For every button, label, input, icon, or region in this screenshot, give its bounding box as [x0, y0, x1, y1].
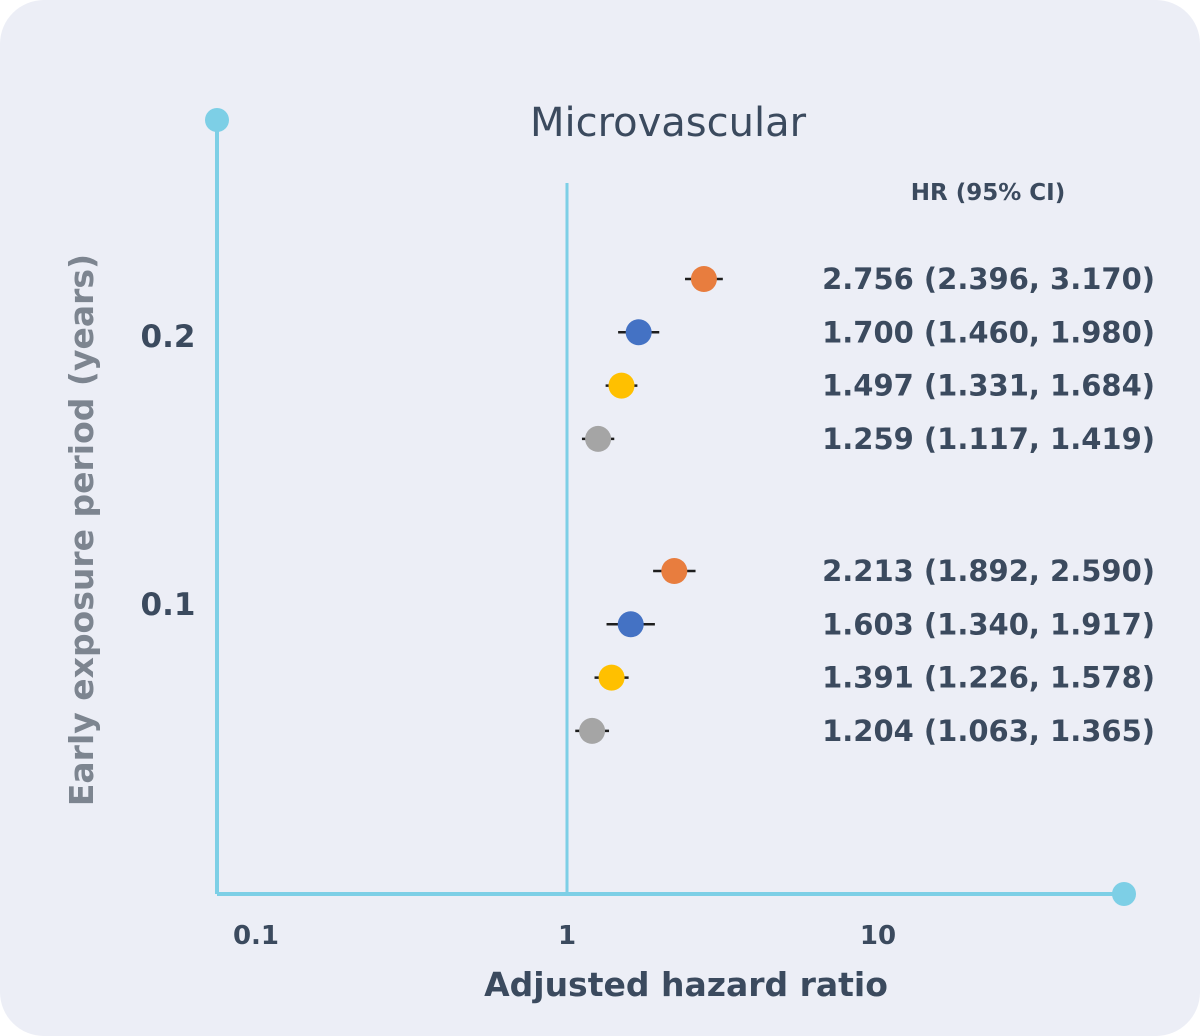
hr-point [598, 664, 625, 691]
hr-point [608, 372, 635, 399]
hr-point [585, 425, 612, 452]
hr-ci-label: 1.259 (1.117, 1.419) [822, 422, 1155, 456]
group-label: 0.2 [141, 319, 196, 355]
hr-ci-label: 1.700 (1.460, 1.980) [822, 315, 1155, 349]
hr-ci-label: 1.204 (1.063, 1.365) [822, 714, 1155, 748]
plot-area: 0.1 1 10 0.2 2.756 (2.396, 3.170) 1.700 (1.46… [141, 108, 1155, 951]
hr-point [579, 717, 606, 744]
x-tick-label: 0.1 [233, 921, 279, 951]
ci-column-header: HR (95% CI) [911, 180, 1066, 206]
x-axis-end-dot [1112, 882, 1136, 906]
hr-ci-label: 1.497 (1.331, 1.684) [822, 369, 1155, 403]
hr-ci-label: 2.213 (1.892, 2.590) [822, 554, 1155, 588]
x-tick-label: 10 [860, 921, 896, 951]
x-tick-label: 1 [558, 921, 576, 951]
group-label: 0.1 [141, 587, 196, 623]
hr-point [617, 611, 644, 638]
y-axis-label: Early exposure period (years) [62, 254, 101, 806]
hr-point [625, 319, 652, 346]
y-axis-end-dot [205, 108, 229, 132]
x-axis-label: Adjusted hazard ratio [484, 965, 888, 1004]
hr-point [690, 266, 717, 292]
hr-ci-label: 1.603 (1.340, 1.917) [822, 607, 1155, 641]
hr-point [661, 558, 688, 584]
hr-ci-label: 2.756 (2.396, 3.170) [822, 262, 1155, 296]
hr-ci-label: 1.391 (1.226, 1.578) [822, 661, 1155, 695]
chart-title: Microvascular [530, 100, 807, 146]
